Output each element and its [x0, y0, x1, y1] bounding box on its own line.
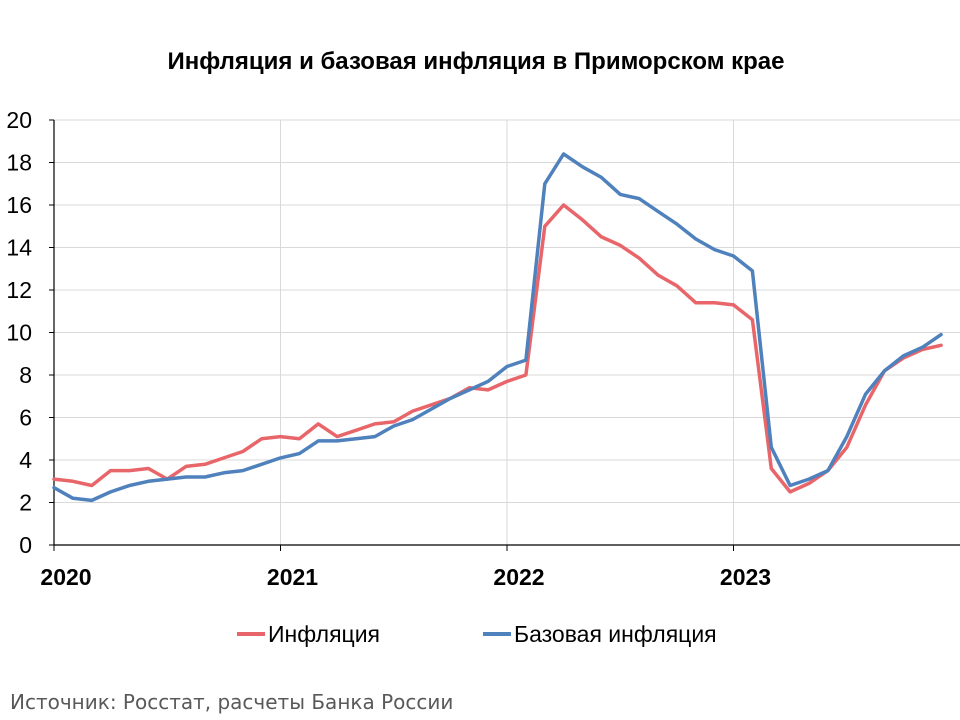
- series-line-core-inflation: [52, 152, 943, 503]
- grid: [54, 119, 960, 545]
- y-tick-label: 4: [19, 447, 32, 473]
- y-axis-ticks: 0 2 4 6 8 10 12 14 16 18 20: [6, 107, 54, 558]
- y-tick-label: 16: [6, 192, 32, 218]
- y-tick-label: 14: [6, 235, 32, 261]
- legend-label-inflation: Инфляция: [268, 621, 380, 647]
- x-tick-label: 2023: [720, 564, 771, 590]
- x-tick-label: 2021: [267, 564, 318, 590]
- series-lines: [52, 152, 943, 503]
- source-note: Источник: Росстат, расчеты Банка России: [10, 690, 454, 714]
- x-tick-label: 2020: [40, 564, 91, 590]
- y-tick-label: 10: [6, 320, 32, 346]
- y-tick-label: 20: [6, 107, 32, 133]
- y-tick-label: 6: [19, 405, 32, 431]
- legend-label-core-inflation: Базовая инфляция: [514, 621, 717, 647]
- legend: Инфляция Базовая инфляция: [237, 621, 717, 647]
- x-axis-ticks: 2020 2021 2022 2023: [40, 545, 771, 590]
- x-tick-label: 2022: [493, 564, 544, 590]
- y-tick-label: 2: [19, 490, 32, 516]
- y-tick-label: 18: [6, 150, 32, 176]
- y-tick-label: 0: [19, 532, 32, 558]
- y-tick-label: 8: [19, 362, 32, 388]
- y-tick-label: 12: [6, 277, 32, 303]
- chart-title: Инфляция и базовая инфляция в Приморском…: [167, 48, 784, 75]
- series-line-inflation: [52, 203, 943, 494]
